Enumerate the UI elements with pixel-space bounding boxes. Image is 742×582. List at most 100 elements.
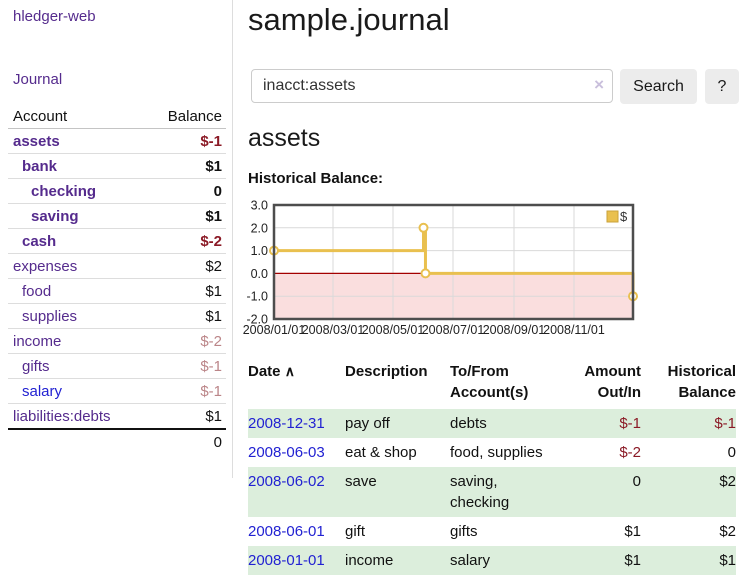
account-balance: 0 bbox=[213, 183, 222, 200]
transaction-amount: $1 bbox=[624, 552, 641, 569]
account-row: gifts $-1 bbox=[8, 354, 226, 379]
transaction-amount: $1 bbox=[624, 523, 641, 540]
accounts-header-account: Account bbox=[8, 104, 143, 129]
transaction-amount: 0 bbox=[632, 473, 641, 490]
account-link[interactable]: cash bbox=[22, 233, 57, 250]
svg-text:-2.0: -2.0 bbox=[246, 313, 268, 327]
transaction-accounts: saving, checking bbox=[450, 473, 510, 511]
transaction-description: pay off bbox=[345, 415, 390, 432]
column-historical-balance: Historical Balance bbox=[667, 363, 736, 401]
svg-text:2008/07/01: 2008/07/01 bbox=[422, 323, 485, 337]
transaction-accounts: debts bbox=[450, 415, 487, 432]
transaction-date-link[interactable]: 2008-12-31 bbox=[248, 415, 325, 432]
account-row: saving $1 bbox=[8, 204, 226, 229]
transaction-date-link[interactable]: 2008-06-03 bbox=[248, 444, 325, 461]
accounts-header-balance: Balance bbox=[142, 104, 226, 129]
svg-text:$: $ bbox=[620, 209, 628, 224]
account-balance: $1 bbox=[205, 283, 222, 300]
accounts-header-row: Account Balance bbox=[8, 104, 226, 129]
account-row: income $-2 bbox=[8, 329, 226, 354]
transaction-accounts: salary bbox=[450, 552, 491, 569]
account-row: assets $-1 bbox=[8, 129, 226, 154]
transaction-balance: $2 bbox=[719, 473, 736, 490]
account-row: checking 0 bbox=[8, 179, 226, 204]
transaction-balance: $2 bbox=[719, 523, 736, 540]
account-link[interactable]: income bbox=[13, 333, 62, 350]
column-description: Description bbox=[345, 363, 428, 380]
account-row: salary $-1 bbox=[8, 379, 226, 404]
account-balance: $-1 bbox=[200, 358, 222, 375]
account-row: bank $1 bbox=[8, 154, 226, 179]
transaction-amount: $-2 bbox=[619, 444, 641, 461]
transaction-accounts: gifts bbox=[450, 523, 478, 540]
account-row: liabilities:debts $1 bbox=[8, 404, 226, 429]
main-content: sample.journal × Search ? assets Histori… bbox=[243, 0, 742, 582]
account-balance: $-1 bbox=[200, 383, 222, 400]
search-button[interactable]: Search bbox=[620, 69, 697, 104]
transaction-row[interactable]: 2008-12-31 pay off debts $-1 $-1 bbox=[248, 409, 736, 438]
transaction-date-link[interactable]: 2008-06-02 bbox=[248, 473, 325, 490]
transaction-row[interactable]: 2008-06-01 gift gifts $1 $2 bbox=[248, 517, 736, 546]
svg-text:-1.0: -1.0 bbox=[246, 290, 268, 304]
search-form: × Search ? bbox=[248, 69, 742, 104]
chart-label: Historical Balance: bbox=[248, 170, 384, 187]
account-link[interactable]: salary bbox=[22, 383, 63, 400]
svg-text:2008/09/01: 2008/09/01 bbox=[483, 323, 546, 337]
transaction-balance: $1 bbox=[719, 552, 736, 569]
account-link[interactable]: saving bbox=[31, 208, 79, 225]
account-link[interactable]: bank bbox=[22, 158, 58, 175]
transaction-row[interactable]: 2008-06-02 save saving, checking 0 $2 bbox=[248, 467, 736, 517]
column-amount: Amount Out/In bbox=[584, 363, 641, 401]
account-balance: $-2 bbox=[200, 233, 222, 250]
account-link[interactable]: gifts bbox=[22, 358, 50, 375]
search-box: × bbox=[251, 69, 613, 103]
search-input[interactable] bbox=[251, 69, 613, 103]
clear-search-icon[interactable]: × bbox=[594, 75, 604, 94]
help-button[interactable]: ? bbox=[705, 69, 739, 104]
transactions-table: Date ∧ Description To/From Account(s) Am… bbox=[248, 358, 736, 575]
page-title: sample.journal bbox=[248, 2, 450, 37]
svg-text:2.0: 2.0 bbox=[251, 221, 268, 235]
account-link[interactable]: food bbox=[22, 283, 52, 300]
transaction-date-link[interactable]: 2008-06-01 bbox=[248, 523, 325, 540]
account-row: expenses $2 bbox=[8, 254, 226, 279]
account-link[interactable]: supplies bbox=[22, 308, 78, 325]
accounts-total-value: 0 bbox=[213, 434, 222, 451]
transaction-description: eat & shop bbox=[345, 444, 417, 461]
account-balance: $2 bbox=[205, 258, 222, 275]
svg-text:2008/11/01: 2008/11/01 bbox=[543, 323, 605, 337]
transaction-balance: $-1 bbox=[714, 415, 736, 432]
column-tofrom-accounts: To/From Account(s) bbox=[450, 363, 529, 401]
svg-text:3.0: 3.0 bbox=[251, 199, 268, 213]
account-row: cash $-2 bbox=[8, 229, 226, 254]
account-row: supplies $1 bbox=[8, 304, 226, 329]
column-date-label: Date bbox=[248, 363, 281, 380]
account-balance: $-1 bbox=[200, 133, 222, 150]
svg-text:2008/05/01: 2008/05/01 bbox=[362, 323, 425, 337]
brand-link[interactable]: hledger-web bbox=[13, 8, 96, 25]
column-date-sort[interactable]: Date ∧ bbox=[248, 358, 345, 409]
sidebar-item-journal[interactable]: Journal bbox=[13, 71, 63, 88]
transaction-description: income bbox=[345, 552, 394, 569]
transaction-amount: $-1 bbox=[619, 415, 641, 432]
transaction-date-link[interactable]: 2008-01-01 bbox=[248, 552, 325, 569]
svg-text:1.0: 1.0 bbox=[251, 244, 268, 258]
transaction-row[interactable]: 2008-06-03 eat & shop food, supplies $-2… bbox=[248, 438, 736, 467]
sidebar: hledger-web Journal Account Balance asse… bbox=[0, 0, 233, 478]
account-link[interactable]: assets bbox=[13, 133, 60, 150]
account-link[interactable]: expenses bbox=[13, 258, 78, 275]
account-balance: $1 bbox=[205, 308, 222, 325]
transaction-accounts: food, supplies bbox=[450, 444, 543, 461]
historical-balance-chart: $3.0 2.0 1.0 0.0 -1.0 -2.0 2008/01/01 2008/03/0… bbox=[243, 199, 742, 345]
transaction-row[interactable]: 2008-01-01 income salary $1 $1 bbox=[248, 546, 736, 575]
account-link[interactable]: checking bbox=[31, 183, 97, 200]
account-row: food $1 bbox=[8, 279, 226, 304]
account-balance: $1 bbox=[205, 408, 222, 425]
accounts-total-spacer bbox=[8, 429, 143, 454]
account-link[interactable]: liabilities:debts bbox=[13, 408, 111, 425]
account-balance: $-2 bbox=[200, 333, 222, 350]
account-balance: $1 bbox=[205, 208, 222, 225]
transaction-description: save bbox=[345, 473, 377, 490]
transaction-description: gift bbox=[345, 523, 366, 540]
